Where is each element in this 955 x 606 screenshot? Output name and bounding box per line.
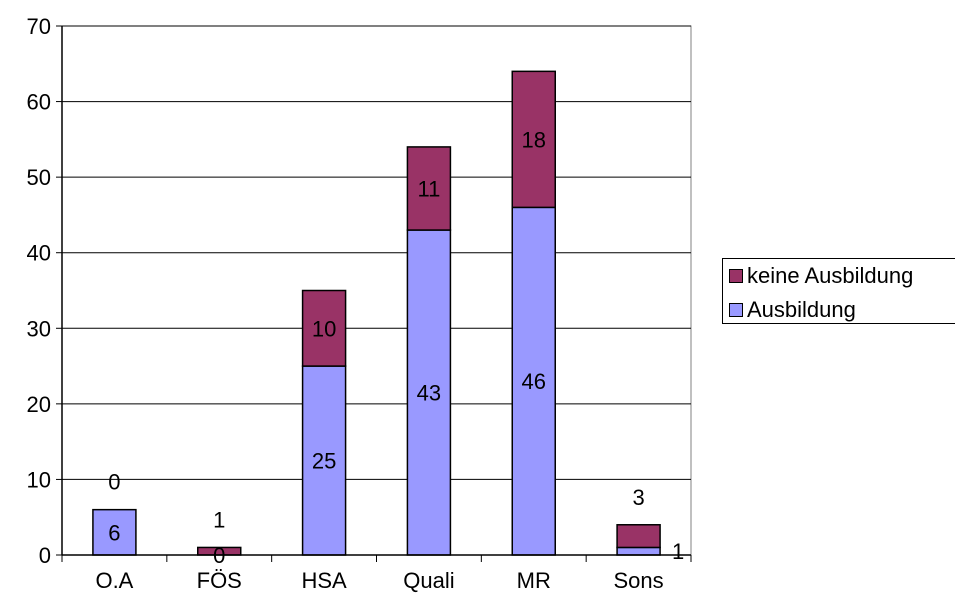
legend-item-keine-ausbildung: keine Ausbildung <box>729 263 913 289</box>
x-tick-label: Sons <box>614 568 664 593</box>
data-label-ausbildung: 0 <box>213 543 225 568</box>
legend-label-keine-ausbildung: keine Ausbildung <box>747 263 914 288</box>
data-labels: 6 0 0 1 25 10 43 11 46 18 1 3 <box>108 127 684 568</box>
bar-segment <box>406 229 452 556</box>
x-tick-label: O.A <box>95 568 133 593</box>
y-tick-label: 20 <box>27 392 51 417</box>
data-label-ausbildung: 43 <box>417 381 441 406</box>
y-tick-label: 0 <box>39 543 51 568</box>
data-label-keine-ausbildung: 11 <box>417 176 440 201</box>
x-tick-label: MR <box>517 568 551 593</box>
legend-swatch-ausbildung <box>729 303 743 317</box>
data-label-keine-ausbildung: 1 <box>213 507 225 532</box>
bar-segment <box>406 146 452 231</box>
bar-segment <box>301 365 347 556</box>
gridlines <box>61 25 692 556</box>
bars <box>92 70 661 556</box>
y-tick-label: 10 <box>27 467 51 492</box>
data-label-ausbildung: 46 <box>522 369 546 394</box>
y-tick-label: 70 <box>27 14 51 39</box>
bar-segment <box>511 70 556 209</box>
legend-label-ausbildung: Ausbildung <box>747 297 856 322</box>
bar-segment <box>511 206 556 556</box>
y-tick-label: 40 <box>27 241 51 266</box>
bar-segment <box>616 546 661 556</box>
x-tick-label: HSA <box>301 568 347 593</box>
data-label-keine-ausbildung: 0 <box>108 470 120 495</box>
data-label-ausbildung: 6 <box>108 520 120 545</box>
data-label-ausbildung: 1 <box>672 539 684 564</box>
data-label-keine-ausbildung: 18 <box>522 127 546 152</box>
legend: keine Ausbildung Ausbildung <box>722 258 955 324</box>
data-label-keine-ausbildung: 10 <box>312 316 336 341</box>
y-tick-label: 50 <box>27 165 51 190</box>
bar-segment <box>301 289 347 367</box>
data-label-keine-ausbildung: 3 <box>632 485 644 510</box>
x-tick-label: FÖS <box>197 568 242 593</box>
data-label-ausbildung: 25 <box>312 449 336 474</box>
legend-item-ausbildung: Ausbildung <box>729 297 856 323</box>
plot-area-border <box>61 25 692 556</box>
x-tick-label: Quali <box>403 568 454 593</box>
y-tick-label: 60 <box>27 90 51 115</box>
legend-swatch-keine-ausbildung <box>729 269 743 283</box>
y-tick-label: 30 <box>27 316 51 341</box>
bar-segment <box>616 524 661 549</box>
